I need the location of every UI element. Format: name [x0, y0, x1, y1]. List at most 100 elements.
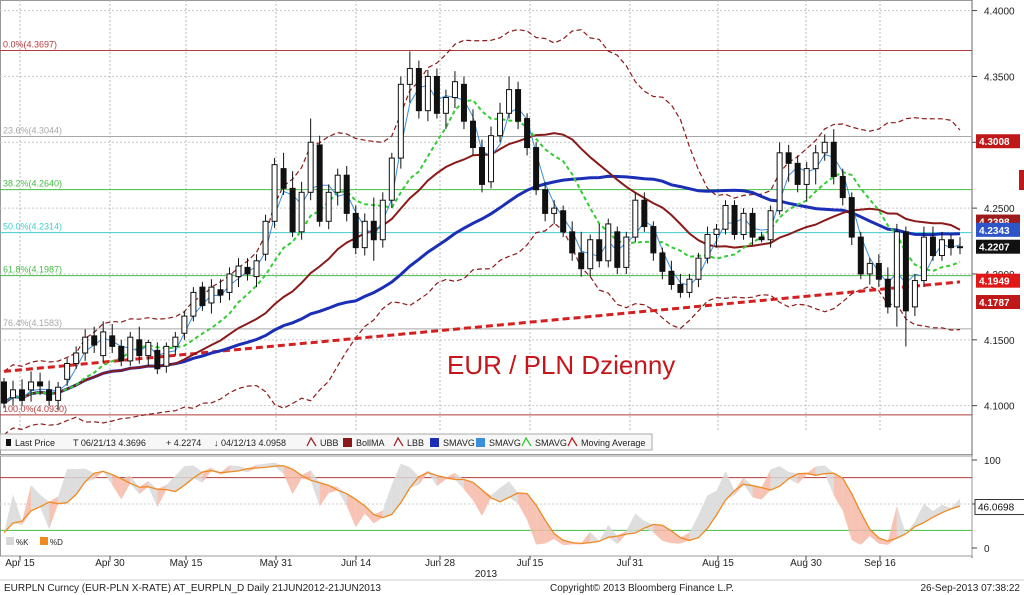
fib-label: 23.6%(4.3044) — [3, 125, 62, 135]
osc-fill — [319, 482, 329, 507]
fib-label: 100.0%(4.0930) — [3, 404, 67, 414]
candle-body — [839, 176, 846, 199]
legend-label: + 4.2274 — [166, 438, 201, 448]
candle-body — [1, 381, 7, 404]
osc-fill — [518, 492, 528, 521]
price-tag — [976, 239, 1020, 254]
candle-body — [406, 68, 413, 85]
osc-fill — [653, 524, 663, 541]
candle-body — [451, 81, 458, 99]
time-tick-label: Sep 16 — [864, 558, 896, 569]
stochastic-oscillator: 10050046.0698%K%D — [0, 455, 1024, 557]
osc-fill — [878, 537, 888, 545]
candle-body — [172, 336, 179, 347]
price-tag — [976, 222, 1020, 237]
osc-fill — [49, 496, 59, 530]
time-axis: Apr 15 Apr 30 May 15 May 31 Jun 14 Jun 28 Jul … — [5, 556, 896, 569]
candle-body — [199, 286, 206, 307]
osc-legend-d-icon — [40, 537, 48, 545]
osc-fill — [671, 530, 681, 544]
candle-body — [262, 220, 269, 255]
osc-fill — [527, 493, 537, 545]
osc-fill — [509, 481, 519, 504]
time-tick-label: Jun 28 — [425, 558, 455, 569]
candle-body — [73, 352, 80, 365]
candle-body — [659, 252, 666, 272]
osc-fill — [85, 468, 95, 482]
candle-body — [524, 118, 531, 149]
osc-fill — [67, 469, 77, 503]
candle-body — [596, 239, 603, 262]
candle-body — [929, 236, 936, 257]
candle-body — [848, 197, 855, 238]
smavg-green-line — [3, 99, 961, 404]
fibonacci-levels: 0.0%(4.3697) 23.6%(4.3044) 38.2%(4.2640) 50… — [0, 39, 972, 416]
osc-fill — [581, 531, 591, 545]
candle-body — [920, 236, 927, 282]
candle-body — [740, 212, 747, 235]
candle-body — [650, 226, 657, 254]
legend-label: SMAVG — [443, 438, 475, 448]
osc-fill — [554, 533, 564, 546]
osc-fill — [463, 479, 473, 501]
legend-label: T 06/21/13 4.3696 — [73, 438, 146, 448]
osc-fill — [608, 524, 618, 544]
osc-fill — [382, 484, 392, 518]
candle-body — [875, 262, 882, 280]
price-tick-label: 4.1500 — [984, 336, 1015, 347]
candle-body — [352, 212, 359, 249]
candle-body — [208, 286, 215, 304]
legend-box-icon — [476, 438, 485, 447]
candle-body — [460, 83, 467, 122]
legend-label: SMAVG — [489, 438, 521, 448]
legend-box-icon — [343, 438, 352, 447]
price-tick-label: 4.1000 — [984, 402, 1015, 413]
candle-body — [37, 381, 44, 387]
price-tick-label: 4.4000 — [984, 7, 1015, 18]
osc-fill — [454, 472, 464, 490]
candle-body — [343, 174, 350, 214]
candle-body — [767, 210, 774, 241]
osc-fill — [166, 475, 176, 492]
candle-body — [253, 260, 260, 278]
candle-body — [118, 345, 125, 362]
candle-body — [695, 257, 702, 280]
osc-fill — [229, 465, 239, 472]
osc-fill — [626, 513, 636, 535]
osc-fill — [833, 473, 843, 511]
candle-body — [803, 168, 810, 185]
fib-label: 0.0%(4.3697) — [3, 39, 57, 49]
osc-fill — [797, 473, 807, 484]
candle-body — [388, 157, 395, 201]
price-tick-label: 4.3500 — [984, 72, 1015, 83]
candle-body — [91, 335, 98, 346]
candle-body — [334, 174, 341, 193]
legend-dash-icon — [393, 436, 404, 447]
candle-body — [515, 89, 522, 122]
upper-bollinger-band — [3, 28, 961, 372]
candle-body — [46, 389, 53, 401]
osc-fill — [283, 465, 293, 495]
osc-fill — [139, 481, 149, 495]
candle-body — [911, 280, 918, 308]
candle-body — [217, 289, 224, 296]
legend-label: BollMA — [356, 438, 385, 448]
candle-body — [136, 339, 143, 357]
legend-label: Last Price — [15, 438, 55, 448]
candle-body — [614, 231, 621, 268]
candle-body — [533, 147, 540, 191]
osc-tick-label: 100 — [984, 456, 1001, 467]
candle-body — [424, 75, 431, 112]
lower-bollinger-band — [3, 222, 961, 436]
candle-body — [560, 210, 567, 233]
candle-body — [64, 363, 71, 380]
osc-fill — [707, 490, 717, 529]
candle-body — [289, 187, 296, 233]
candle-body — [10, 389, 17, 399]
candle-body — [812, 152, 819, 170]
candle-body — [713, 228, 720, 235]
osc-fill — [599, 524, 609, 542]
candle-body — [28, 381, 35, 391]
osc-fill — [4, 494, 14, 533]
candle-body — [100, 331, 107, 357]
